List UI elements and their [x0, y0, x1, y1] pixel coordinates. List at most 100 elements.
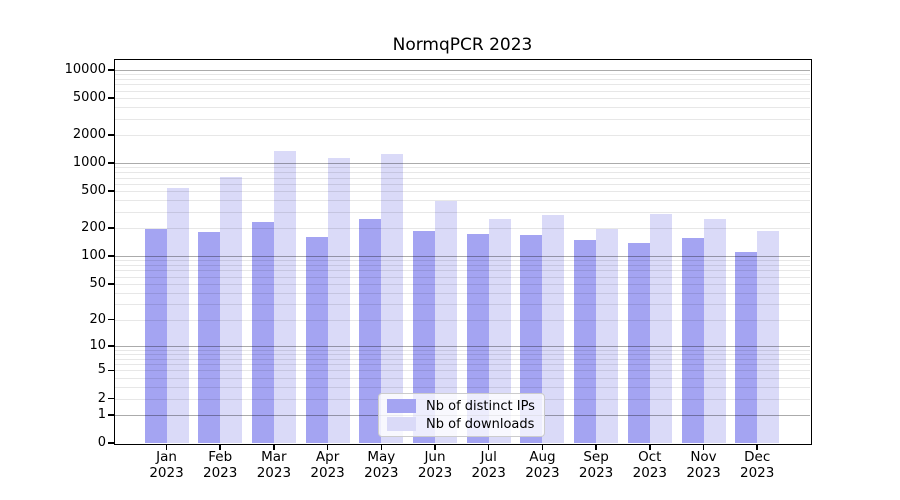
y-tick-mark — [108, 97, 114, 99]
x-tick-label: Feb 2023 — [193, 449, 247, 481]
bar-downloads-may — [381, 153, 404, 443]
x-tick-month: Jan — [156, 449, 177, 465]
y-tick-mark — [108, 442, 114, 444]
x-tick-month: May — [367, 449, 396, 465]
y-tick-mark — [108, 283, 114, 285]
x-tick-label: Nov 2023 — [677, 449, 731, 481]
bar-distinct-ips-sep — [574, 239, 597, 443]
y-tick-label: 0 — [97, 435, 106, 450]
x-tick-year: 2023 — [740, 465, 775, 481]
y-tick-label: 1000 — [72, 155, 106, 171]
minor-gridline — [115, 283, 810, 285]
y-tick-mark — [108, 69, 114, 71]
plot-area — [115, 60, 810, 443]
minor-gridline — [115, 319, 810, 321]
x-tick-label: Jun 2023 — [408, 449, 462, 481]
major-gridline — [115, 345, 810, 347]
y-tick-label: 5000 — [72, 90, 106, 106]
legend-label: Nb of distinct IPs — [426, 398, 535, 414]
y-tick-label: 2 — [97, 390, 106, 406]
x-tick-mark — [649, 444, 651, 450]
x-tick-month: Oct — [638, 449, 662, 465]
minor-gridline — [115, 386, 810, 388]
x-tick-month: Mar — [261, 449, 287, 465]
x-tick-year: 2023 — [578, 465, 614, 481]
legend-label: Nb of downloads — [426, 416, 535, 432]
bar-distinct-ips-apr — [305, 236, 328, 443]
x-tick-year: 2023 — [149, 465, 184, 481]
bar-downloads-oct — [649, 213, 672, 443]
x-tick-year: 2023 — [203, 465, 238, 481]
bar-downloads-jan — [166, 187, 189, 443]
legend-swatch-downloads — [387, 417, 416, 431]
x-tick-label: Mar 2023 — [247, 449, 301, 481]
minor-gridline — [115, 167, 810, 169]
x-tick-year: 2023 — [417, 465, 453, 481]
minor-gridline — [115, 98, 810, 100]
x-tick-month: Apr — [315, 449, 340, 465]
bar-downloads-aug — [542, 214, 565, 443]
legend-swatch-distinct-ips — [387, 399, 416, 413]
bar-distinct-ips-oct — [627, 242, 650, 443]
x-tick-mark — [541, 444, 544, 450]
minor-gridline — [115, 107, 810, 109]
x-tick-mark — [487, 444, 490, 450]
bar-distinct-ips-nov — [681, 237, 704, 443]
bar-distinct-ips-dec — [735, 251, 758, 443]
x-tick-mark — [756, 444, 758, 450]
x-tick-month: Dec — [744, 449, 771, 465]
legend-entry: Nb of downloads — [379, 417, 544, 432]
y-tick-mark — [108, 318, 114, 321]
y-tick-label: 100 — [81, 248, 106, 264]
x-tick-mark — [702, 444, 705, 450]
major-gridline — [115, 163, 810, 165]
bar-distinct-ips-jan — [144, 229, 167, 443]
x-tick-label: May 2023 — [354, 449, 408, 481]
x-tick-month: Aug — [529, 449, 556, 465]
minor-gridline — [115, 90, 810, 92]
minor-gridline — [115, 74, 810, 76]
y-tick-label: 50 — [89, 275, 106, 291]
y-tick-label: 20 — [89, 311, 106, 327]
minor-gridline — [115, 265, 810, 267]
minor-gridline — [115, 349, 810, 351]
x-tick-label: Oct 2023 — [623, 449, 677, 481]
bar-distinct-ips-may — [359, 218, 382, 443]
y-tick-label: 2000 — [72, 127, 106, 143]
minor-gridline — [115, 118, 810, 120]
y-tick-mark — [108, 162, 114, 164]
y-tick-label: 10000 — [64, 61, 106, 77]
bar-distinct-ips-jul — [466, 233, 489, 443]
y-tick-mark — [108, 227, 114, 229]
x-tick-year: 2023 — [686, 465, 721, 481]
y-tick-mark — [108, 190, 114, 192]
y-tick-mark — [108, 345, 114, 347]
x-tick-year: 2023 — [525, 465, 560, 481]
x-tick-month: Nov — [690, 449, 717, 465]
y-tick-label: 1 — [97, 406, 106, 422]
minor-gridline — [115, 200, 810, 202]
minor-gridline — [115, 370, 810, 372]
bar-distinct-ips-mar — [251, 222, 274, 443]
bar-downloads-sep — [596, 229, 619, 443]
x-tick-year: 2023 — [471, 465, 506, 481]
x-tick-label: Dec 2023 — [730, 449, 784, 481]
y-tick-mark — [108, 369, 114, 372]
x-tick-mark — [380, 444, 383, 450]
x-tick-month: Jul — [480, 449, 497, 465]
y-tick-label: 500 — [81, 183, 106, 199]
minor-gridline — [115, 358, 810, 360]
y-tick-label: 200 — [81, 220, 106, 236]
bar-downloads-jun — [435, 200, 457, 443]
major-gridline — [115, 256, 810, 258]
minor-gridline — [115, 172, 810, 174]
bar-downloads-feb — [220, 176, 243, 443]
y-tick-mark — [108, 255, 114, 257]
x-tick-month: Sep — [583, 449, 609, 465]
x-tick-mark — [219, 444, 221, 450]
minor-gridline — [115, 276, 810, 278]
y-tick-label: 10 — [89, 337, 106, 353]
bar-distinct-ips-aug — [520, 235, 543, 443]
minor-gridline — [115, 377, 810, 379]
